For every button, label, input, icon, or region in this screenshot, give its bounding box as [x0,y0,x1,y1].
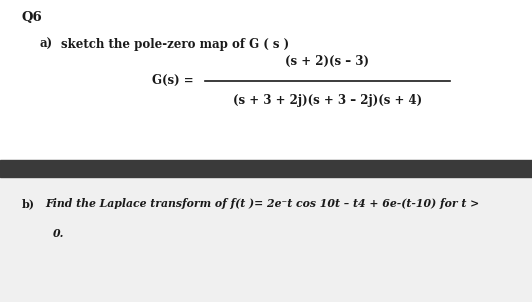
Text: Q6: Q6 [21,11,42,24]
Text: 0.: 0. [53,228,64,239]
Text: sketch the pole-zero map of G ( s ): sketch the pole-zero map of G ( s ) [61,38,289,51]
Bar [0,177,532,302]
Text: Find the Laplace transform of f(t )= 2e⁻t cos 10t – t4 + 6e-(t-10) for t >: Find the Laplace transform of f(t )= 2e⁻… [45,198,479,209]
Text: G(s) =: G(s) = [152,73,193,87]
Text: a): a) [40,38,53,51]
Bar [0,160,532,177]
Text: (s + 2)(s – 3): (s + 2)(s – 3) [285,55,369,68]
Text: (s + 3 + 2j)(s + 3 – 2j)(s + 4): (s + 3 + 2j)(s + 3 – 2j)(s + 4) [232,94,422,107]
Text: b): b) [21,198,34,209]
